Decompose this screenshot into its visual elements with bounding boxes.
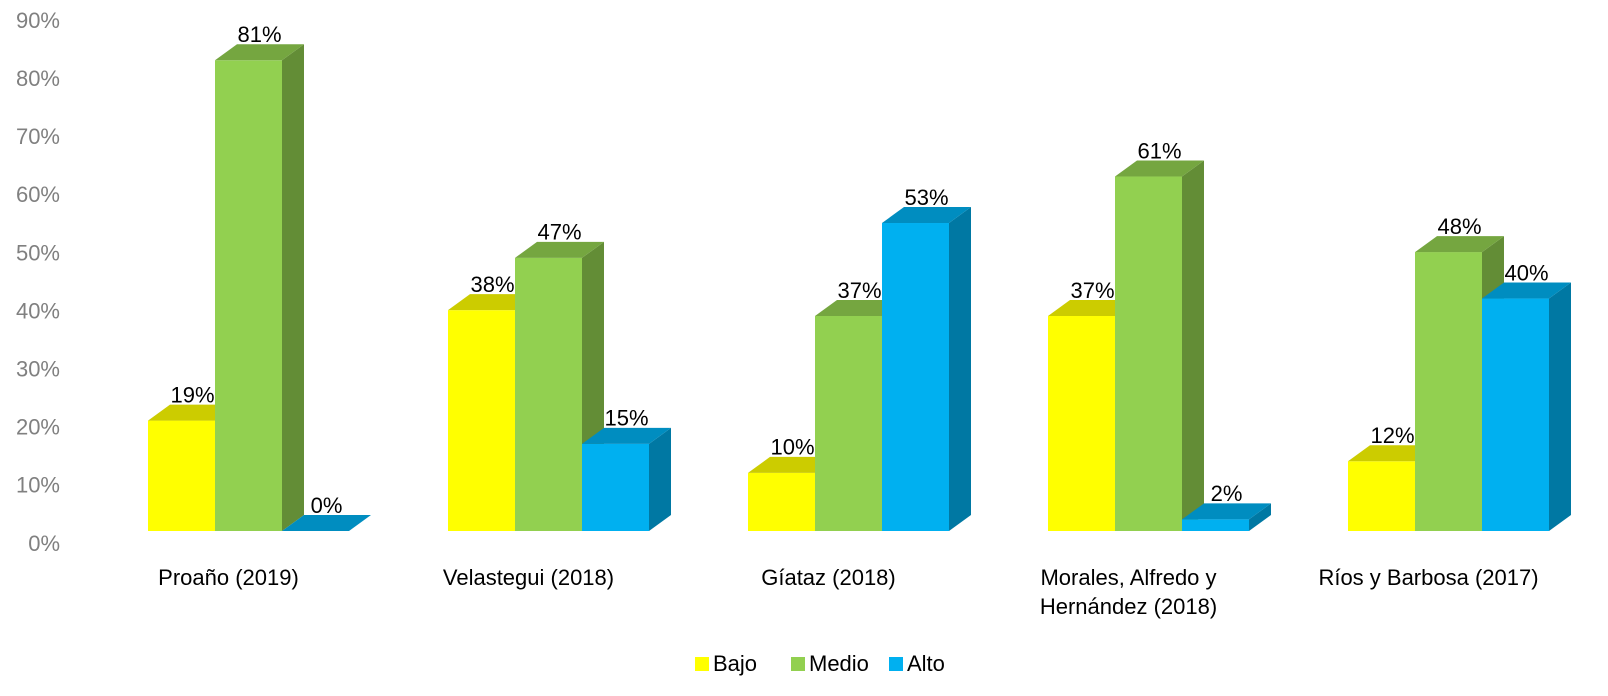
x-tick-label: Proaño (2019) [158, 565, 299, 590]
bar [448, 310, 515, 531]
x-tick-label: Velastegui (2018) [442, 565, 615, 590]
data-label: 0% [311, 493, 343, 518]
bar-top [1348, 445, 1437, 462]
bar-top [515, 241, 604, 258]
data-label: 37% [837, 278, 881, 303]
legend-label: Alto [907, 651, 945, 676]
bar [582, 443, 649, 531]
data-label: 61% [1137, 138, 1181, 163]
y-tick-label: 40% [16, 298, 60, 323]
bar [148, 420, 215, 531]
legend-label: Bajo [713, 651, 757, 676]
data-label: 2% [1211, 481, 1243, 506]
bar [1182, 519, 1249, 531]
data-label: 19% [170, 382, 214, 407]
x-tick-label: Morales, Alfredo y Hernández (2018) [1039, 565, 1218, 619]
y-tick-label: 50% [16, 240, 60, 265]
bar-side [949, 207, 971, 531]
bar [815, 315, 882, 531]
bar-top [882, 207, 971, 224]
y-tick-label: 90% [16, 8, 60, 33]
bar-top [1048, 299, 1137, 316]
data-label: 15% [604, 406, 648, 431]
bar-top [1415, 236, 1504, 253]
bar-top [815, 299, 904, 316]
data-label: 81% [237, 22, 281, 47]
y-tick-label: 80% [16, 66, 60, 91]
bar-side [1549, 282, 1571, 531]
data-label: 37% [1070, 278, 1114, 303]
bar [748, 472, 815, 531]
legend-swatch [695, 657, 709, 671]
bar-side [1182, 160, 1204, 531]
data-label: 10% [770, 435, 814, 460]
legend-label: Medio [809, 651, 869, 676]
y-tick-label: 60% [16, 182, 60, 207]
bar-top [748, 456, 837, 473]
data-label: 53% [904, 185, 948, 210]
bar-side [1249, 503, 1271, 531]
data-label: 48% [1437, 214, 1481, 239]
bar [1348, 461, 1415, 531]
y-tick-label: 70% [16, 124, 60, 149]
bar [1415, 252, 1482, 532]
y-tick-label: 10% [16, 473, 60, 498]
bar-top [1482, 282, 1571, 299]
bar-top [1182, 503, 1271, 520]
x-tick-label: Ríos y Barbosa (2017) [1318, 565, 1539, 590]
data-label: 12% [1370, 423, 1414, 448]
data-label: 38% [470, 272, 514, 297]
bar-side [282, 44, 304, 532]
bar-top [1115, 160, 1204, 177]
bar-top [448, 294, 537, 311]
data-label: 47% [537, 220, 581, 245]
legend-swatch [889, 657, 903, 671]
bar-top [148, 404, 237, 421]
x-tick-label: Gíataz (2018) [761, 565, 896, 590]
bar [882, 223, 949, 531]
legend-swatch [791, 657, 805, 671]
bar-side [649, 427, 671, 531]
bar [215, 60, 282, 532]
y-tick-label: 0% [28, 531, 60, 556]
y-tick-label: 20% [16, 415, 60, 440]
y-tick-label: 30% [16, 356, 60, 381]
bar [515, 257, 582, 531]
bar [1482, 298, 1549, 531]
bar [1048, 315, 1115, 531]
bar-top [215, 44, 304, 61]
bar [1115, 176, 1182, 531]
bar-top [282, 515, 371, 531]
bar-top [582, 427, 671, 444]
data-label: 40% [1504, 260, 1548, 285]
